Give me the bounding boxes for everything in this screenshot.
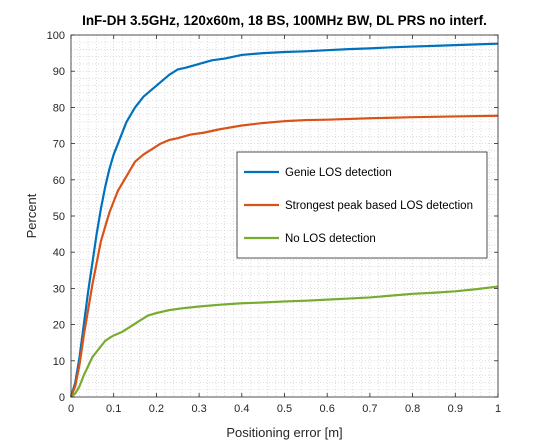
x-tick-label: 0.5 bbox=[277, 403, 292, 415]
y-axis-label: Percent bbox=[24, 193, 39, 238]
y-tick-label: 70 bbox=[53, 139, 65, 151]
x-tick-label: 0 bbox=[68, 403, 74, 415]
x-tick-label: 0.1 bbox=[106, 403, 121, 415]
x-tick-label: 0.2 bbox=[149, 403, 164, 415]
x-tick-label: 0.4 bbox=[234, 403, 249, 415]
axis-ticks: 0 0.1 0.2 0.3 0.4 0.5 0.6 0.7 0.8 0.9 101020304050… bbox=[47, 30, 501, 415]
x-tick-label: 0.9 bbox=[448, 403, 463, 415]
y-tick-label: 60 bbox=[53, 175, 65, 187]
y-tick-label: 10 bbox=[53, 356, 65, 368]
x-tick-label: 1 bbox=[495, 403, 501, 415]
series-line-1 bbox=[69, 42, 499, 398]
y-tick-label: 100 bbox=[47, 30, 65, 42]
x-tick-label: 0.8 bbox=[405, 403, 420, 415]
chart-title: InF-DH 3.5GHz, 120x60m, 18 BS, 100MHz BW… bbox=[82, 13, 487, 28]
series-line-2 bbox=[69, 114, 499, 398]
legend-label-3: No LOS detection bbox=[285, 233, 376, 245]
x-axis-label: Positioning error [m] bbox=[226, 425, 342, 440]
x-tick-label: 0.6 bbox=[320, 403, 335, 415]
y-tick-label: 30 bbox=[53, 283, 65, 295]
legend-label-1: Genie LOS detection bbox=[285, 167, 392, 179]
y-tick-label: 0 bbox=[59, 392, 65, 404]
y-tick-label: 40 bbox=[53, 247, 65, 259]
y-tick-label: 20 bbox=[53, 320, 65, 332]
y-tick-label: 90 bbox=[53, 66, 65, 78]
legend: Genie LOS detection Strongest peak based … bbox=[236, 151, 488, 259]
legend-label-2: Strongest peak based LOS detection bbox=[285, 200, 473, 212]
series-lines bbox=[69, 42, 499, 398]
x-tick-label: 0.3 bbox=[191, 403, 206, 415]
y-tick-label: 50 bbox=[53, 211, 65, 223]
series-line-3 bbox=[70, 285, 499, 398]
y-tick-label: 80 bbox=[53, 102, 65, 114]
x-tick-label: 0.7 bbox=[362, 403, 377, 415]
